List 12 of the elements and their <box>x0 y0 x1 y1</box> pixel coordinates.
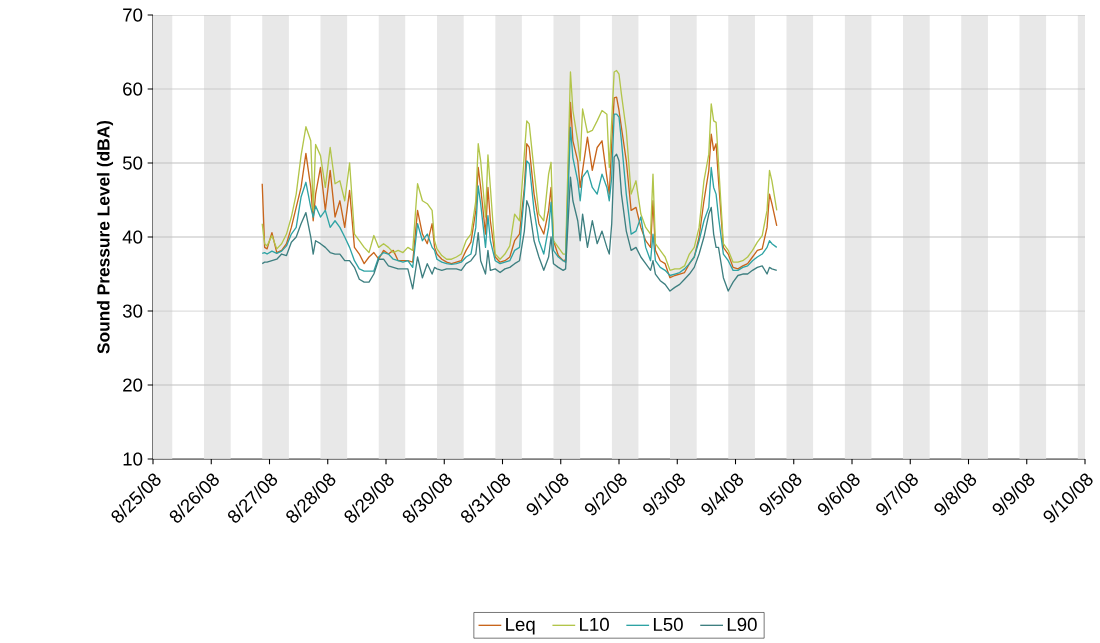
legend-label: L90 <box>727 617 757 632</box>
y-tick-label: 40 <box>122 230 143 244</box>
y-tick-label: 20 <box>123 378 143 392</box>
legend-label: L10 <box>580 617 609 632</box>
y-axis-title: Sound Pressure Level (dBA) <box>96 120 114 354</box>
y-tick-label: 30 <box>122 304 143 318</box>
y-tick-label: 70 <box>123 8 143 22</box>
y-tick-label: 50 <box>122 156 143 170</box>
y-tick-label: 10 <box>123 452 143 466</box>
y-tick-label: 60 <box>123 82 143 96</box>
legend-label: Leq <box>506 617 535 635</box>
legend-label: L50 <box>653 617 683 632</box>
